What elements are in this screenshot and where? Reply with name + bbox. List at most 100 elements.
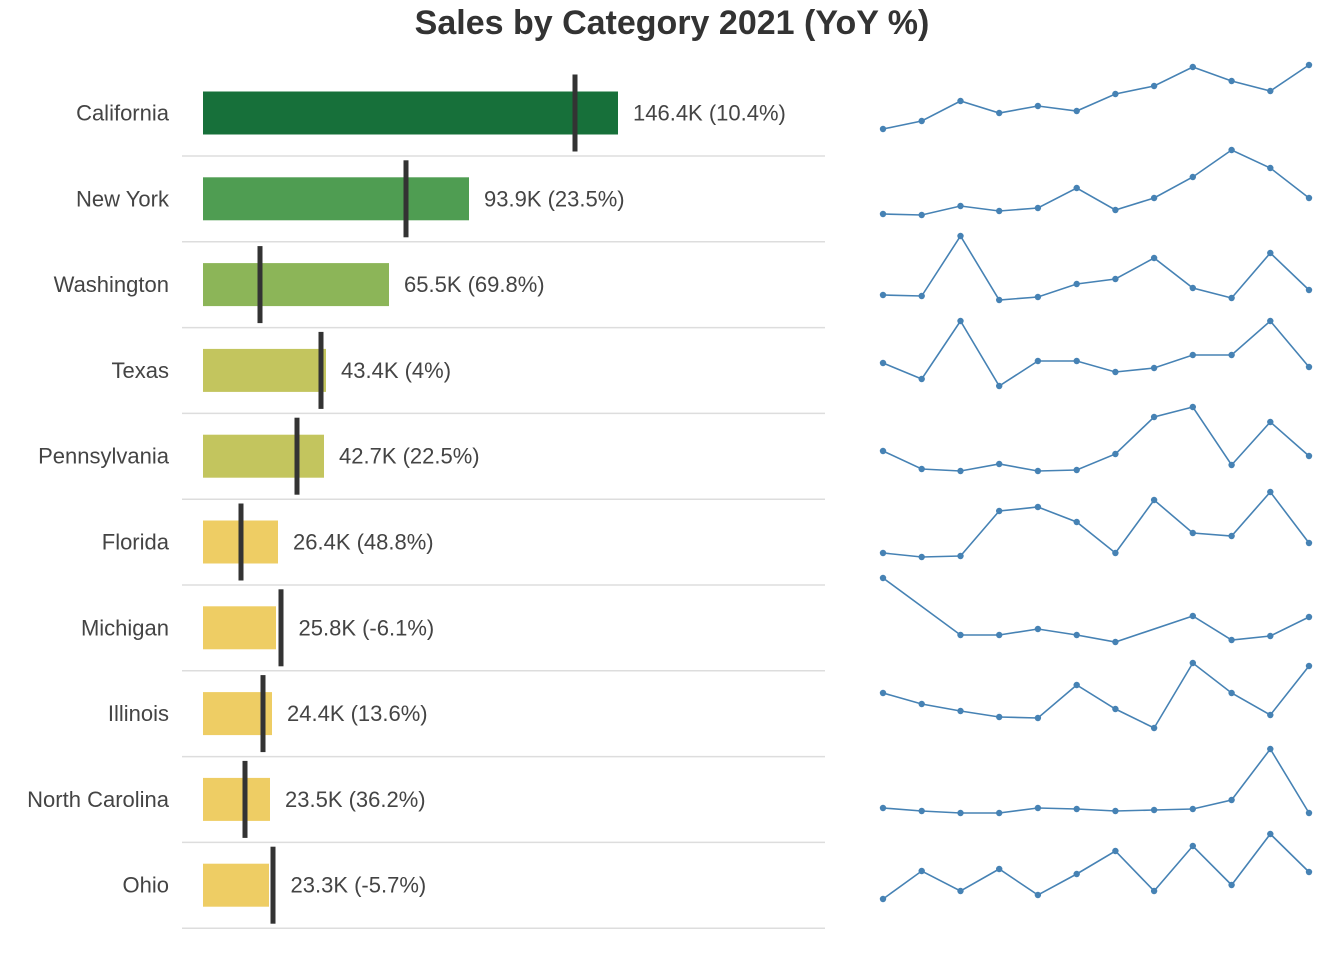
sparkline-point[interactable] [1073,184,1080,192]
sparkline-point[interactable] [918,465,925,473]
sparkline-point[interactable] [1034,293,1042,301]
sparkline-point[interactable] [1189,612,1197,620]
sparkline-point[interactable] [879,804,887,812]
sparkline-point[interactable] [1228,636,1235,644]
sparkline-point[interactable] [1267,830,1274,838]
sparkline-point[interactable] [1073,357,1080,365]
sparkline-point[interactable] [957,232,964,240]
sparkline-point[interactable] [1150,496,1158,504]
sparkline-point[interactable] [1189,842,1197,850]
sparkline-point[interactable] [1189,659,1197,667]
sales-bar[interactable] [203,434,324,478]
sparkline-point[interactable] [1305,61,1313,69]
sparkline-point[interactable] [1034,891,1042,899]
sparkline-point[interactable] [918,375,925,383]
sparkline-point[interactable] [1150,254,1158,262]
sales-bar[interactable] [203,263,389,307]
sparkline-point[interactable] [957,202,964,210]
sparkline-point[interactable] [918,867,925,875]
sparkline-point[interactable] [957,707,964,715]
sparkline-point[interactable] [1073,466,1080,474]
sparkline-point[interactable] [1189,805,1197,813]
sparkline-point[interactable] [1305,194,1313,202]
sparkline-point[interactable] [1305,363,1313,371]
sparkline-point[interactable] [1150,82,1158,90]
sales-bar[interactable] [203,863,269,907]
sparkline-point[interactable] [1150,194,1158,202]
sparkline-point[interactable] [1267,164,1274,172]
sparkline-point[interactable] [996,809,1003,817]
sparkline-point[interactable] [1228,146,1235,154]
sparkline-point[interactable] [1228,294,1235,302]
sparkline-point[interactable] [1150,364,1158,372]
sparkline-point[interactable] [1073,631,1080,639]
sparkline-point[interactable] [1073,280,1080,288]
sparkline-point[interactable] [1034,204,1042,212]
sparkline-point[interactable] [996,460,1003,468]
sparkline-point[interactable] [996,507,1003,515]
sparkline-point[interactable] [918,292,925,300]
sparkline-point[interactable] [1228,351,1235,359]
sparkline-point[interactable] [1150,724,1158,732]
sparkline-point[interactable] [1267,418,1274,426]
sparkline-point[interactable] [1267,317,1274,325]
sparkline-point[interactable] [1073,805,1080,813]
sparkline-point[interactable] [1112,847,1119,855]
sparkline-point[interactable] [1305,539,1313,547]
sparkline-point[interactable] [1073,870,1080,878]
sparkline-point[interactable] [918,807,925,815]
sparkline-point[interactable] [1189,351,1197,359]
sparkline-point[interactable] [1112,638,1119,646]
sparkline-point[interactable] [1189,403,1197,411]
sparkline-point[interactable] [1305,809,1313,817]
sparkline-point[interactable] [1073,518,1080,526]
sparkline-point[interactable] [1150,806,1158,814]
sparkline-point[interactable] [957,887,964,895]
sparkline-point[interactable] [879,359,887,367]
sparkline-point[interactable] [1189,284,1197,292]
sparkline-point[interactable] [1267,745,1274,753]
sparkline-point[interactable] [879,125,887,133]
sales-bar[interactable] [203,777,270,821]
sparkline-point[interactable] [1189,529,1197,537]
sales-bar[interactable] [203,91,618,135]
sales-bar[interactable] [203,177,469,221]
sales-bar[interactable] [203,606,276,650]
sparkline-point[interactable] [1305,613,1313,621]
sparkline-point[interactable] [918,117,925,125]
sparkline-point[interactable] [918,553,925,561]
sales-bar[interactable] [203,348,326,392]
sparkline-point[interactable] [996,713,1003,721]
sparkline-point[interactable] [996,109,1003,117]
sparkline-point[interactable] [957,552,964,560]
sparkline-point[interactable] [996,865,1003,873]
sparkline-point[interactable] [1189,63,1197,71]
sparkline-point[interactable] [1189,173,1197,181]
sparkline-point[interactable] [1150,413,1158,421]
sparkline-point[interactable] [1228,689,1235,697]
sparkline-point[interactable] [1112,90,1119,98]
sparkline-point[interactable] [918,211,925,219]
sparkline-point[interactable] [1305,452,1313,460]
sparkline-point[interactable] [1305,286,1313,294]
sparkline-point[interactable] [879,895,887,903]
sparkline-point[interactable] [879,689,887,697]
sparkline-point[interactable] [918,700,925,708]
sparkline-point[interactable] [1305,662,1313,670]
sparkline-point[interactable] [1034,625,1042,633]
sparkline-point[interactable] [1112,450,1119,458]
sparkline-point[interactable] [1112,807,1119,815]
sparkline-point[interactable] [1034,804,1042,812]
sparkline-point[interactable] [1267,488,1274,496]
sparkline-point[interactable] [1112,549,1119,557]
sparkline-point[interactable] [957,97,964,105]
sparkline-point[interactable] [1112,368,1119,376]
sparkline-point[interactable] [1112,275,1119,283]
sparkline-point[interactable] [1267,249,1274,257]
sparkline-point[interactable] [1150,887,1158,895]
sparkline-point[interactable] [1267,711,1274,719]
sparkline-point[interactable] [1228,77,1235,85]
sparkline-point[interactable] [1034,357,1042,365]
sparkline-point[interactable] [1267,632,1274,640]
sparkline-point[interactable] [1073,107,1080,115]
